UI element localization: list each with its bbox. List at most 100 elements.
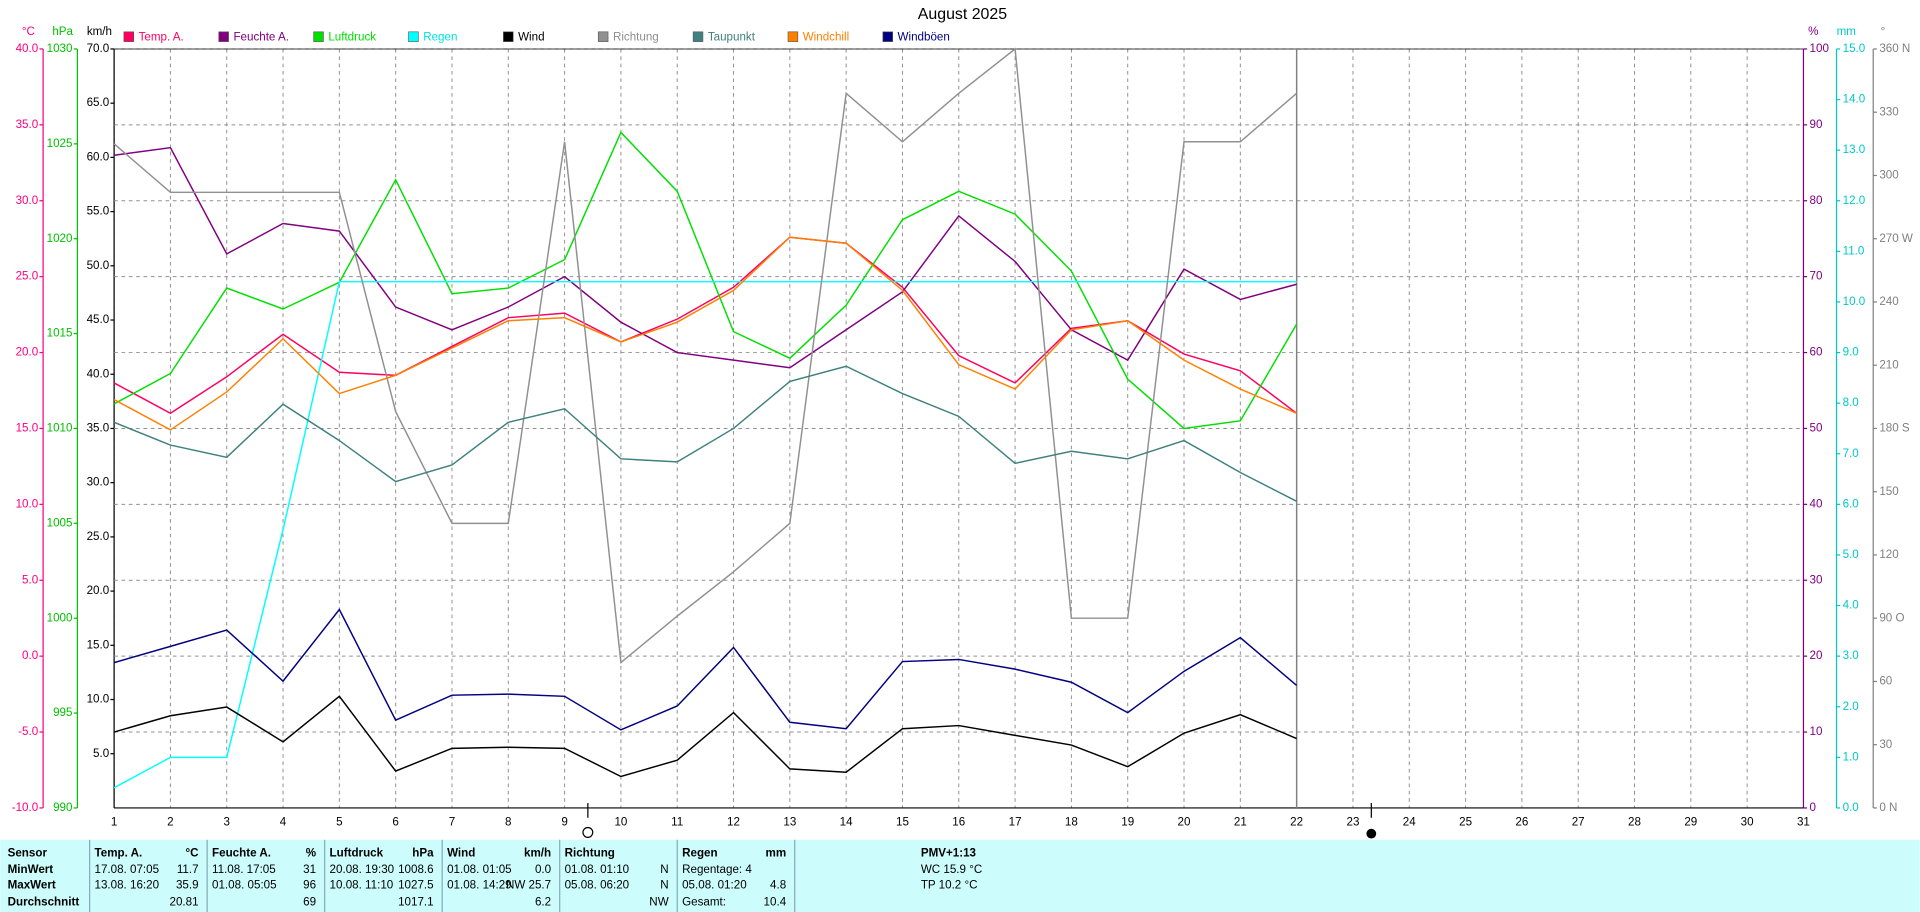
- axis-title: km/h: [87, 25, 112, 38]
- y-tick-label: 0 N: [1879, 801, 1897, 814]
- stats-col-unit: mm: [766, 846, 787, 859]
- stats-time: 01.08. 05:05: [212, 879, 277, 892]
- legend-label: Luftdruck: [328, 30, 376, 43]
- y-tick-label: 70.0: [87, 42, 110, 55]
- series-line: [113, 280, 1297, 789]
- x-tick-label: 14: [840, 816, 853, 829]
- x-tick-label: 6: [392, 816, 398, 829]
- y-tick-label: 35.0: [16, 118, 39, 131]
- x-tick-label: 4: [280, 816, 287, 829]
- stats-time: Gesamt:: [682, 895, 726, 908]
- x-tick-label: 17: [1009, 816, 1022, 829]
- chart-title: August 2025: [918, 6, 1007, 23]
- stats-value: NW: [649, 895, 668, 908]
- y-tick-label: 60.0: [87, 150, 110, 163]
- stats-extra: PMV+1:13: [921, 846, 977, 859]
- y-tick-label: 30.0: [16, 194, 39, 207]
- y-tick-label: 330: [1879, 105, 1898, 118]
- y-tick-label: 10.0: [87, 693, 110, 706]
- stats-value: 20.81: [170, 895, 199, 908]
- stats-row-label: Sensor: [8, 846, 48, 859]
- y-tick-label: 240: [1879, 295, 1898, 308]
- y-tick-label: -10.0: [12, 801, 38, 814]
- y-tick-label: 12.0: [1843, 194, 1866, 207]
- y-tick-label: 15.0: [87, 638, 110, 651]
- x-tick-label: 8: [505, 816, 511, 829]
- stats-value: 4.8: [770, 879, 786, 892]
- y-tick-label: 15.0: [16, 422, 39, 435]
- stats-col-unit: km/h: [524, 846, 551, 859]
- y-tick-label: 7.0: [1843, 447, 1859, 460]
- y-tick-label: 40.0: [16, 42, 39, 55]
- stats-col-unit: hPa: [412, 846, 434, 859]
- stats-time: 13.08. 16:20: [95, 879, 160, 892]
- y-tick-label: 120: [1879, 548, 1898, 561]
- stats-time: 01.08. 01:05: [447, 863, 512, 876]
- y-tick-label: 80: [1810, 194, 1823, 207]
- stats-row-label: MaxWert: [8, 879, 56, 892]
- y-tick-label: 990: [53, 801, 72, 814]
- stats-col-name: Feuchte A.: [212, 846, 271, 859]
- stats-value: 11.7: [177, 863, 199, 876]
- legend-swatch: [787, 31, 799, 42]
- series-line: [113, 47, 1298, 664]
- stats-time: 17.08. 07:05: [95, 863, 160, 876]
- y-tick-label: 1010: [47, 422, 73, 435]
- y-tick-label: 0.0: [22, 649, 38, 662]
- y-tick-label: 9.0: [1843, 346, 1859, 359]
- stats-col-name: Temp. A.: [95, 846, 143, 859]
- y-tick-label: 270 W: [1879, 232, 1913, 245]
- y-tick-label: 0.0: [1843, 801, 1859, 814]
- y-tick-label: 6.0: [1843, 497, 1859, 510]
- new-moon: [1366, 828, 1377, 839]
- x-tick-label: 28: [1628, 816, 1641, 829]
- y-tick-label: 45.0: [87, 313, 110, 326]
- y-tick-label: 20.0: [16, 346, 39, 359]
- x-tick-label: 7: [449, 816, 455, 829]
- x-tick-label: 12: [727, 816, 740, 829]
- y-tick-label: 30: [1879, 738, 1892, 751]
- y-tick-label: 0: [1810, 801, 1816, 814]
- y-tick-label: 25.0: [16, 270, 39, 283]
- x-tick-label: 23: [1346, 816, 1359, 829]
- y-tick-label: 70: [1810, 270, 1823, 283]
- x-tick-label: 15: [896, 816, 909, 829]
- y-tick-label: 40.0: [87, 367, 110, 380]
- y-tick-label: 1000: [47, 611, 73, 624]
- y-tick-label: 8.0: [1843, 396, 1859, 409]
- y-tick-label: 11.0: [1843, 244, 1865, 257]
- x-tick-label: 29: [1684, 816, 1697, 829]
- y-tick-label: 1.0: [1843, 750, 1859, 763]
- stats-extra: TP 10.2 °C: [921, 879, 978, 892]
- legend-label: Richtung: [613, 30, 659, 43]
- y-tick-label: 150: [1879, 485, 1898, 498]
- y-tick-label: 60: [1879, 675, 1892, 688]
- legend-swatch: [597, 31, 609, 42]
- stats-value: 1017.1: [398, 895, 434, 908]
- axis-title: °: [1881, 25, 1886, 38]
- y-tick-label: 20: [1810, 649, 1823, 662]
- series-line: [113, 608, 1298, 731]
- stats-time: 10.08. 11:10: [330, 879, 394, 892]
- legend-swatch: [503, 31, 514, 42]
- stats-value: 6.2: [535, 895, 551, 908]
- x-tick-label: 26: [1515, 816, 1528, 829]
- y-tick-label: 55.0: [87, 205, 110, 218]
- stats-col-name: Regen: [682, 846, 717, 859]
- stats-value: 0.0: [535, 863, 551, 876]
- x-tick-label: 20: [1178, 816, 1191, 829]
- stats-time: 11.08. 17:05: [212, 863, 276, 876]
- y-tick-label: 30: [1810, 573, 1823, 586]
- axis-title: mm: [1837, 25, 1856, 38]
- x-tick-label: 13: [783, 816, 796, 829]
- y-tick-label: 995: [53, 706, 72, 719]
- y-tick-label: 35.0: [87, 422, 110, 435]
- y-tick-label: 5.0: [22, 573, 38, 586]
- y-tick-label: 13.0: [1843, 143, 1866, 156]
- y-tick-label: 30.0: [87, 476, 110, 489]
- stats-time: 20.08. 19:30: [330, 863, 395, 876]
- legend-label: Regen: [423, 30, 457, 43]
